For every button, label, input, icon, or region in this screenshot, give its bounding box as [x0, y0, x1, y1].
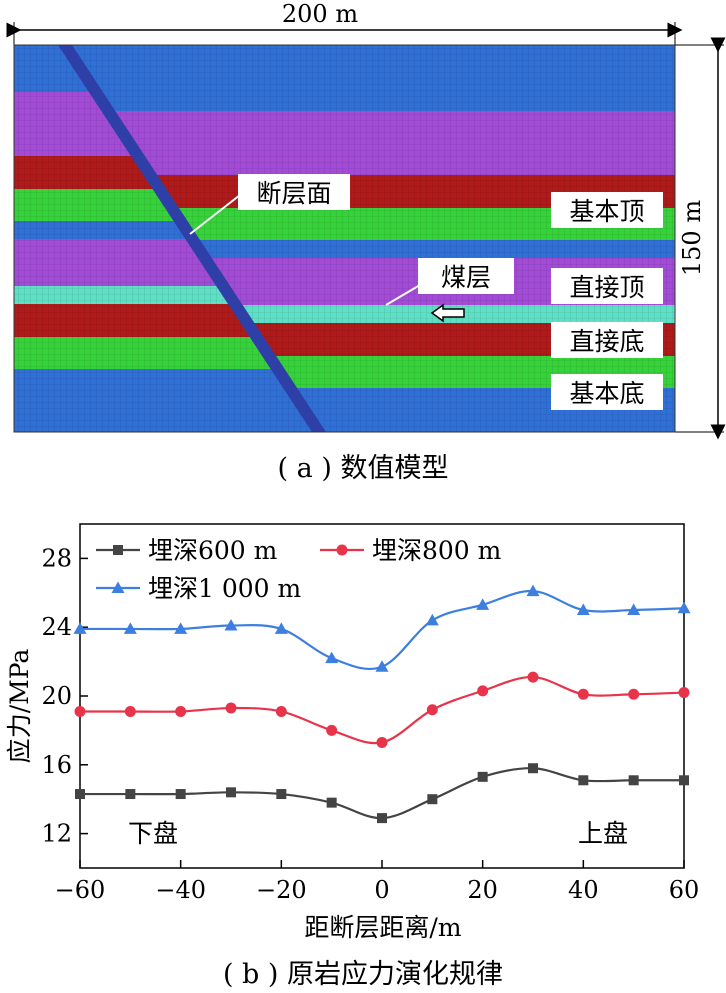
data-point — [174, 622, 188, 634]
ylabel: 应力/MPa — [5, 649, 34, 764]
data-point — [326, 724, 338, 736]
caption-b: ( b ) 原岩应力演化规律 — [222, 959, 504, 990]
fault-label: 断层面 — [256, 179, 331, 208]
data-point — [426, 704, 438, 716]
data-point — [224, 618, 238, 631]
data-point — [576, 603, 590, 615]
layer-label-immediate-floor: 直接底 — [569, 327, 644, 356]
data-point — [528, 763, 538, 774]
hangingwall-label: 上盘 — [578, 819, 628, 848]
data-point — [123, 622, 137, 634]
width-label: 200 m — [282, 0, 358, 28]
data-point — [628, 688, 640, 700]
coal-label: 煤层 — [441, 263, 491, 292]
x-tick-label: 0 — [374, 876, 389, 904]
data-point — [326, 797, 337, 808]
data-point — [526, 584, 540, 597]
data-point — [73, 622, 87, 634]
y-tick-label: 20 — [41, 682, 72, 710]
data-point — [75, 789, 85, 800]
legend-label: 埋深800 m — [372, 536, 502, 565]
data-point — [627, 603, 641, 615]
data-point — [225, 702, 237, 714]
legend-label: 埋深600 m — [148, 536, 278, 565]
data-point — [74, 705, 86, 717]
data-point — [377, 813, 387, 824]
x-tick-label: 40 — [568, 876, 599, 904]
y-tick-label: 24 — [41, 613, 72, 641]
fault-plane — [58, 45, 326, 432]
data-point — [325, 651, 339, 664]
legend-label: 埋深1 000 m — [148, 574, 302, 603]
coal-leader-line — [385, 284, 421, 306]
series-line — [79, 767, 684, 820]
rock-layers — [14, 45, 675, 432]
layer-label-immediate-roof: 直接顶 — [569, 273, 644, 302]
data-point — [578, 775, 589, 786]
data-point — [425, 613, 439, 626]
data-point — [375, 660, 389, 672]
data-point — [527, 671, 539, 683]
data-point — [678, 687, 690, 699]
data-point — [677, 601, 691, 614]
series-2 — [73, 584, 691, 672]
figure-b: −60 −40 −20 0 20 40 60 12 16 20 24 28 埋深600 m 埋深800 … — [0, 500, 726, 993]
x-tick-label: −60 — [55, 876, 106, 904]
y-tick-label: 16 — [41, 751, 72, 779]
data-point — [276, 789, 287, 800]
x-tick-label: 60 — [669, 876, 700, 904]
data-point — [577, 688, 589, 700]
figure-a: 200 m 150 m — [0, 0, 726, 485]
legend-marker — [111, 581, 125, 593]
fault-leader-line — [189, 194, 241, 235]
data-point — [125, 789, 136, 800]
layer-label-main-roof: 基本顶 — [569, 197, 644, 226]
data-point — [476, 598, 490, 610]
series-0 — [75, 763, 689, 824]
xlabel: 距断层距离/m — [304, 913, 461, 942]
x-tick-label: 20 — [467, 876, 498, 904]
data-point — [376, 736, 388, 748]
legend-entry-2: 埋深1 000 m — [96, 574, 302, 603]
height-label: 150 m — [678, 200, 706, 276]
data-point — [175, 789, 186, 800]
legend-entry-1: 埋深800 m — [320, 536, 502, 565]
data-point — [477, 771, 488, 782]
data-point — [477, 685, 489, 697]
footwall-label: 下盘 — [128, 819, 178, 848]
y-tick-label: 28 — [41, 544, 72, 572]
data-point — [274, 622, 288, 634]
data-point — [679, 775, 689, 786]
legend-entry-0: 埋深600 m — [96, 536, 278, 565]
data-point — [124, 705, 136, 717]
series-line — [80, 675, 685, 745]
data-point — [226, 787, 236, 798]
numerical-model: 200 m 150 m — [6, 0, 726, 440]
stress-chart: −60 −40 −20 0 20 40 60 12 16 20 24 28 埋深600 m 埋深800 … — [5, 523, 700, 942]
legend-marker — [336, 544, 348, 556]
x-tick-label: −20 — [256, 876, 307, 904]
data-point — [175, 705, 187, 717]
y-tick-label: 12 — [41, 820, 72, 848]
x-tick-label: −40 — [155, 876, 206, 904]
data-point — [427, 794, 438, 805]
data-point — [275, 705, 287, 717]
data-point — [628, 775, 639, 786]
caption-a: ( a ) 数值模型 — [277, 453, 449, 484]
series-1 — [74, 671, 690, 748]
legend-marker — [113, 545, 123, 555]
layer-label-main-floor: 基本底 — [569, 379, 644, 408]
coal-arrow-icon — [430, 303, 465, 323]
